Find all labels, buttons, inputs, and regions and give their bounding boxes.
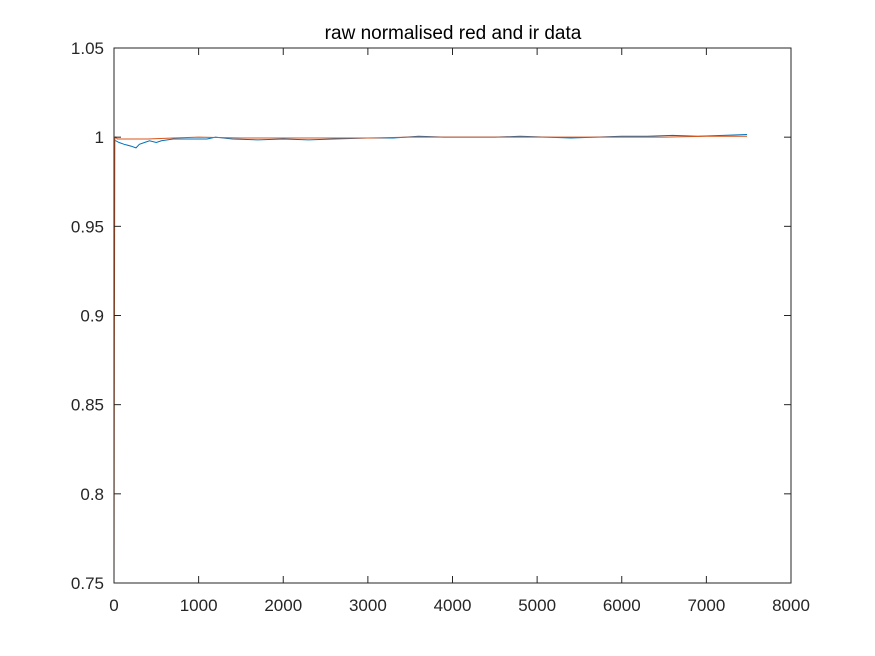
plot-area bbox=[114, 48, 791, 583]
series-line-2 bbox=[113, 135, 747, 584]
x-tick-label: 2000 bbox=[264, 596, 302, 615]
x-tick-label: 1000 bbox=[180, 596, 218, 615]
x-tick-label: 3000 bbox=[349, 596, 387, 615]
x-tick-label: 7000 bbox=[687, 596, 725, 615]
series-layer bbox=[113, 133, 748, 584]
y-tick-label: 0.75 bbox=[71, 574, 104, 593]
y-tick-label: 0.8 bbox=[80, 485, 104, 504]
y-tick-label: 0.9 bbox=[80, 307, 104, 326]
x-tick-label: 4000 bbox=[434, 596, 472, 615]
chart-title: raw normalised red and ir data bbox=[325, 23, 582, 44]
y-tick-label: 0.95 bbox=[71, 217, 104, 236]
x-tick-label: 8000 bbox=[772, 596, 810, 615]
x-tick-label: 5000 bbox=[518, 596, 556, 615]
x-tick-label: 0 bbox=[109, 596, 118, 615]
axes-layer: 0 1000 2000 3000 4000 5000 6000 7000 8000 0.75 0.8… bbox=[71, 39, 810, 615]
y-tick-label: 1.05 bbox=[71, 39, 104, 58]
y-tick-label: 1 bbox=[95, 128, 104, 147]
y-tick-label: 0.85 bbox=[71, 396, 104, 415]
x-tick-label: 6000 bbox=[603, 596, 641, 615]
